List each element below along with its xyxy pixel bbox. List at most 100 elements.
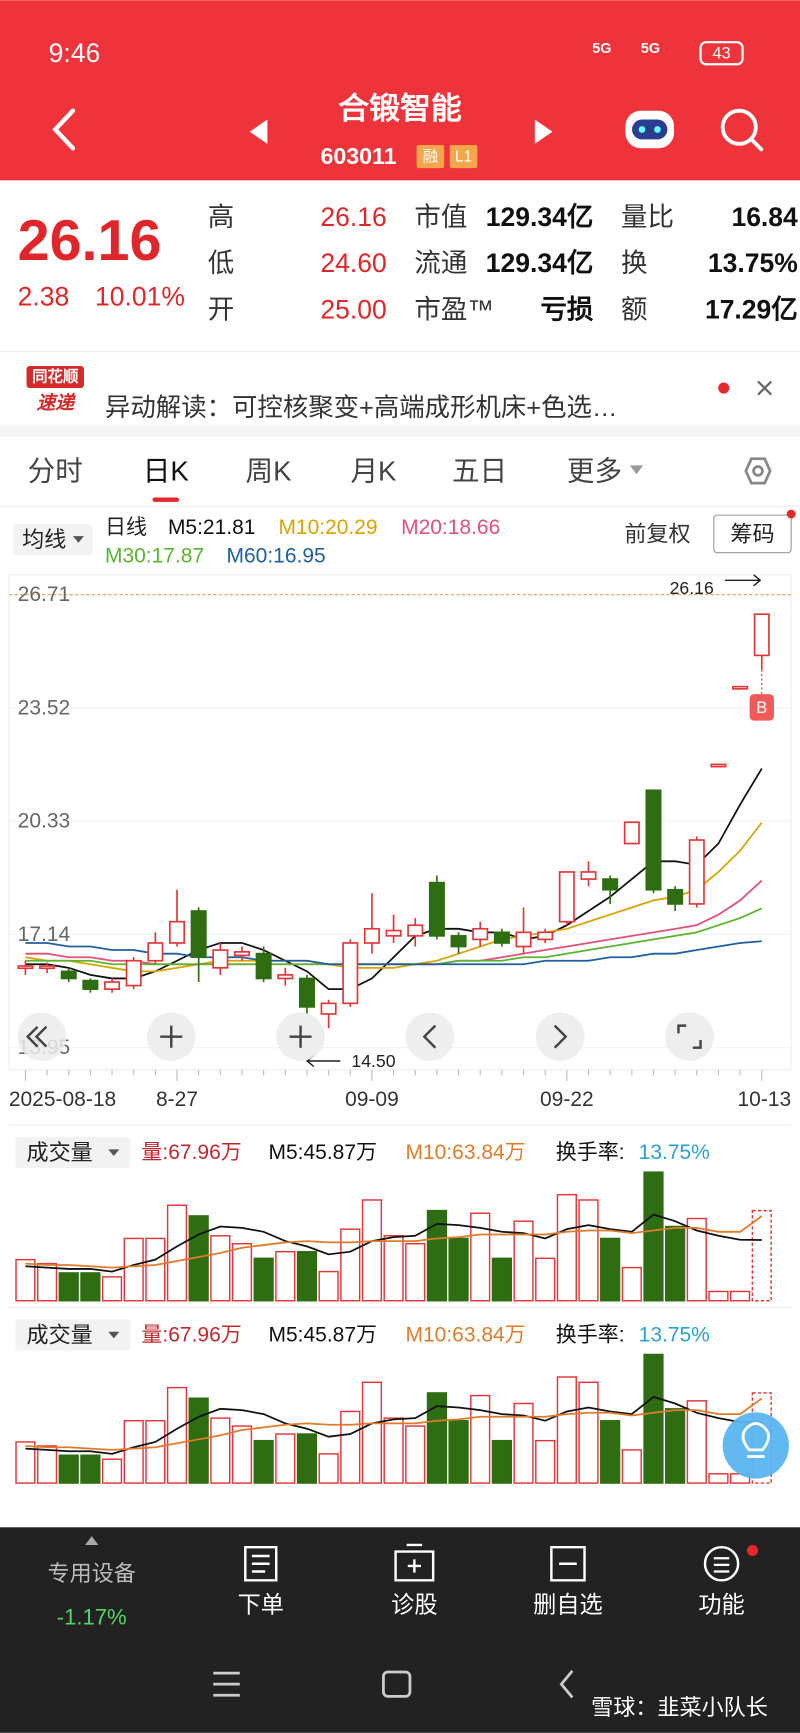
volume-bar bbox=[296, 1250, 318, 1302]
tab[interactable]: 五日 bbox=[452, 455, 507, 486]
y-tick-label: 23.52 bbox=[18, 696, 71, 719]
candle-body bbox=[147, 942, 164, 962]
turnover-label: 换手率: bbox=[556, 1141, 625, 1164]
volume-bar bbox=[80, 1454, 101, 1484]
stat-value: 24.60 bbox=[320, 248, 386, 278]
tab[interactable]: 月K bbox=[350, 455, 397, 486]
volume-bar bbox=[145, 1237, 166, 1302]
action-label[interactable]: 下单 bbox=[238, 1592, 284, 1618]
chips-button[interactable] bbox=[713, 514, 792, 554]
robot-eye bbox=[638, 126, 646, 133]
volume-title: 成交量 bbox=[27, 1140, 93, 1165]
volume-bar bbox=[36, 1445, 58, 1484]
chart-control[interactable] bbox=[535, 1012, 585, 1061]
action-label[interactable]: 诊股 bbox=[391, 1592, 437, 1618]
nav-back[interactable] bbox=[559, 1670, 574, 1699]
brand-top bbox=[26, 365, 84, 389]
tab[interactable]: 分时 bbox=[28, 455, 83, 486]
x-tick-label: 10-13 bbox=[737, 1088, 791, 1111]
volume-bar bbox=[426, 1209, 448, 1302]
last-price: 26.16 bbox=[18, 209, 162, 273]
tab[interactable]: 更多 bbox=[567, 455, 622, 486]
footer-bg bbox=[0, 1527, 800, 1733]
volume-selector[interactable] bbox=[15, 1137, 131, 1169]
volume-bar bbox=[166, 1204, 188, 1302]
volume-bar bbox=[600, 1237, 621, 1302]
search-glass bbox=[720, 108, 758, 146]
badge bbox=[416, 144, 445, 169]
volume-bar bbox=[383, 1417, 404, 1484]
x-tick-label: 2025-08-18 bbox=[9, 1088, 116, 1111]
volume-bar bbox=[491, 1439, 512, 1484]
caret bbox=[72, 536, 84, 543]
control-icon bbox=[25, 1025, 48, 1048]
close-news[interactable] bbox=[757, 380, 773, 396]
assistant-icon[interactable] bbox=[625, 110, 675, 149]
volume-bar bbox=[665, 1408, 686, 1484]
volume-value: 量:67.96万 bbox=[141, 1324, 241, 1347]
chart-control[interactable] bbox=[405, 1012, 455, 1061]
next-stock[interactable] bbox=[534, 119, 553, 144]
candle-body bbox=[732, 685, 749, 690]
volume-bar bbox=[513, 1220, 534, 1302]
turnover-value: 13.75% bbox=[639, 1141, 710, 1164]
volume-bar bbox=[210, 1235, 231, 1302]
sector-name[interactable]: 专用设备 bbox=[48, 1561, 136, 1586]
volume-ma5: M5:45.87万 bbox=[269, 1324, 377, 1347]
network: 5G bbox=[641, 41, 660, 57]
nav-menu[interactable] bbox=[213, 1671, 240, 1697]
nav-home[interactable] bbox=[382, 1670, 412, 1698]
volume-selector[interactable] bbox=[15, 1319, 131, 1351]
y-tick-label: 26.71 bbox=[18, 583, 71, 606]
clock: 9:46 bbox=[49, 38, 101, 68]
turnover-label: 换手率: bbox=[556, 1324, 625, 1347]
search-handle bbox=[749, 137, 764, 152]
volume-bar bbox=[275, 1433, 296, 1484]
tab-underline bbox=[152, 497, 180, 502]
chart-control[interactable] bbox=[665, 1012, 714, 1061]
action-label[interactable]: 删自选 bbox=[533, 1592, 603, 1618]
candle-body bbox=[60, 970, 77, 980]
volume-bar bbox=[708, 1290, 729, 1302]
volume-ma-line bbox=[25, 1215, 763, 1269]
candle-body bbox=[212, 949, 229, 969]
badge-label: L1 bbox=[455, 149, 472, 166]
prev-stock[interactable] bbox=[249, 119, 268, 144]
volume-bar bbox=[15, 1441, 36, 1484]
settings-icon[interactable] bbox=[744, 457, 772, 485]
volume-bar bbox=[621, 1266, 642, 1302]
action-label[interactable]: 功能 bbox=[698, 1592, 744, 1618]
adjust[interactable]: 前复权 bbox=[624, 521, 690, 546]
selector-bg[interactable] bbox=[13, 523, 93, 555]
x-tick-label: 09-22 bbox=[540, 1088, 594, 1111]
tab[interactable]: 日K bbox=[143, 455, 190, 486]
volume-bar bbox=[751, 1209, 772, 1302]
candle-body bbox=[602, 878, 619, 891]
volume-bar bbox=[318, 1270, 339, 1302]
chips: 筹码 bbox=[730, 521, 774, 546]
period: 日线 bbox=[105, 516, 147, 539]
candle-body bbox=[645, 789, 662, 891]
stat-label: 高 bbox=[208, 202, 235, 232]
tab[interactable]: 周K bbox=[245, 455, 292, 486]
volume-bar bbox=[686, 1400, 707, 1484]
ma-label: M20:18.66 bbox=[401, 516, 500, 539]
stock-code: 603011 bbox=[320, 143, 396, 169]
signal-badge bbox=[749, 694, 774, 721]
back-button[interactable] bbox=[52, 108, 76, 151]
y-tick-label: 17.14 bbox=[18, 923, 71, 946]
separator bbox=[0, 425, 800, 437]
stat-label: 换 bbox=[621, 248, 648, 278]
robot-eye bbox=[654, 126, 661, 133]
search-icon[interactable] bbox=[720, 108, 764, 152]
volume-bar bbox=[15, 1258, 36, 1302]
volume-bar bbox=[318, 1453, 339, 1484]
volume-bar bbox=[340, 1410, 361, 1484]
candle-body bbox=[428, 881, 445, 937]
volume-bar bbox=[643, 1353, 664, 1484]
volume-ma-line bbox=[25, 1395, 762, 1455]
volume-bar bbox=[231, 1243, 253, 1302]
assistant-bulb[interactable] bbox=[722, 1412, 789, 1479]
selector: 均线 bbox=[22, 527, 66, 552]
chart-control[interactable] bbox=[17, 1012, 67, 1061]
